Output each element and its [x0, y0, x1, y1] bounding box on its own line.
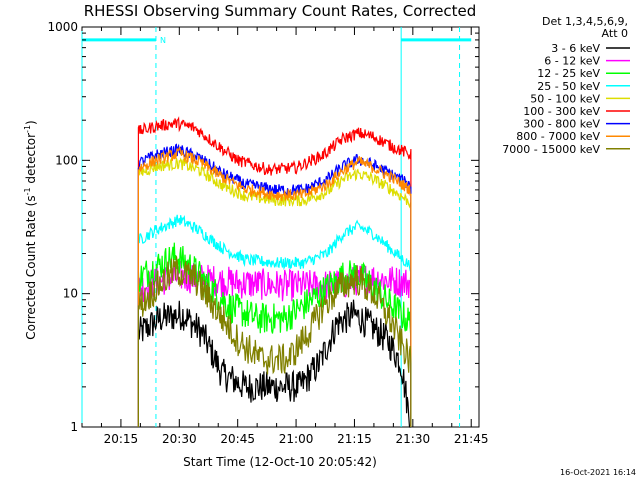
x-tick-label: 20:30: [162, 432, 197, 446]
legend-item-label: 25 - 50 keV: [537, 80, 600, 93]
x-tick-label: 21:15: [337, 432, 372, 446]
chart-title: RHESSI Observing Summary Count Rates, Co…: [84, 2, 477, 20]
x-tick-label: 21:30: [396, 432, 431, 446]
legend-item-label: 50 - 100 keV: [530, 92, 600, 105]
legend-item-label: 12 - 25 keV: [537, 67, 600, 80]
y-tick-label: 1: [70, 420, 78, 434]
series-line-3: [137, 214, 412, 427]
series-layer: [137, 116, 412, 428]
y-tick-label: 1000: [47, 20, 78, 34]
x-tick-label: 20:15: [104, 432, 139, 446]
x-tick-label: 21:00: [279, 432, 314, 446]
night-flag-label: N: [160, 36, 166, 45]
y-axis-label: Corrected Count Rate (s-1 detector-1): [23, 120, 38, 339]
generation-timestamp: 16-Oct-2021 16:14: [560, 468, 636, 477]
series-line-0: [137, 299, 411, 428]
x-tick-label: 21:45: [454, 432, 489, 446]
x-tick-label: 20:45: [220, 432, 255, 446]
attenuator-flags: N: [81, 27, 472, 427]
series-line-8: [137, 256, 412, 427]
legend-header-1: Det 1,3,4,5,6,9,: [542, 15, 628, 28]
x-axis-label: Start Time (12-Oct-10 20:05:42): [183, 455, 377, 469]
y-tick-label: 10: [63, 287, 78, 301]
legend-item-label: 800 - 7000 keV: [516, 130, 600, 143]
legend-item-label: 300 - 800 keV: [523, 118, 600, 131]
legend-item-label: 7000 - 15000 keV: [502, 143, 600, 156]
axes: 20:15 20:30 20:45 21:00 21:15 21:30 21:45 1 10 10…: [47, 20, 488, 446]
legend-header-2: Att 0: [602, 27, 628, 40]
legend-item-label: 100 - 300 keV: [523, 105, 600, 118]
series-line-5: [137, 116, 412, 427]
legend-item-label: 6 - 12 keV: [544, 55, 600, 68]
series-line-7: [137, 146, 412, 427]
y-tick-label: 100: [55, 153, 78, 167]
legend-item-label: 3 - 6 keV: [551, 42, 600, 55]
series-line-4: [137, 157, 412, 427]
series-line-2: [137, 242, 412, 427]
